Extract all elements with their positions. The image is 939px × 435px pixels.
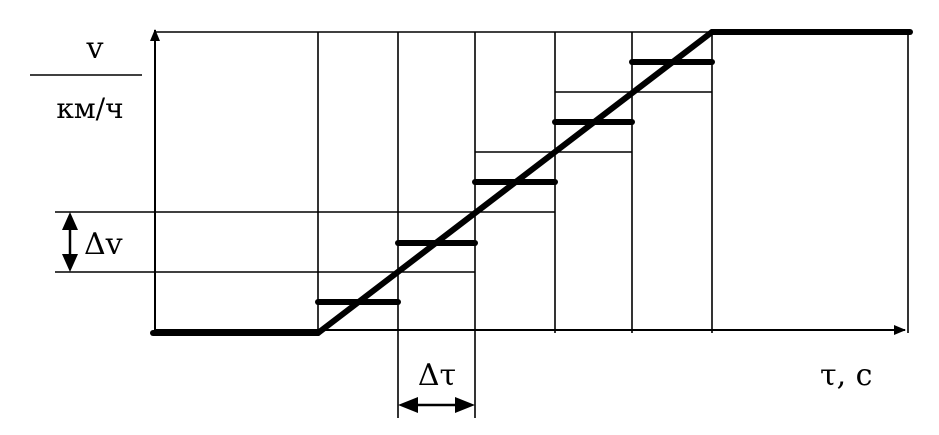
x-axis-label: τ, с [820,358,872,393]
y-label-unit: км/ч [56,92,123,125]
y-label-numerator: v [86,31,104,66]
grid-lines [55,31,909,418]
delta-tau-arrowheads [398,397,475,413]
step-approximation [315,59,715,305]
delta-tau-label: Δτ [418,358,456,393]
delta-v-arrowheads [62,212,78,272]
delta-v-label: Δv [84,227,123,262]
